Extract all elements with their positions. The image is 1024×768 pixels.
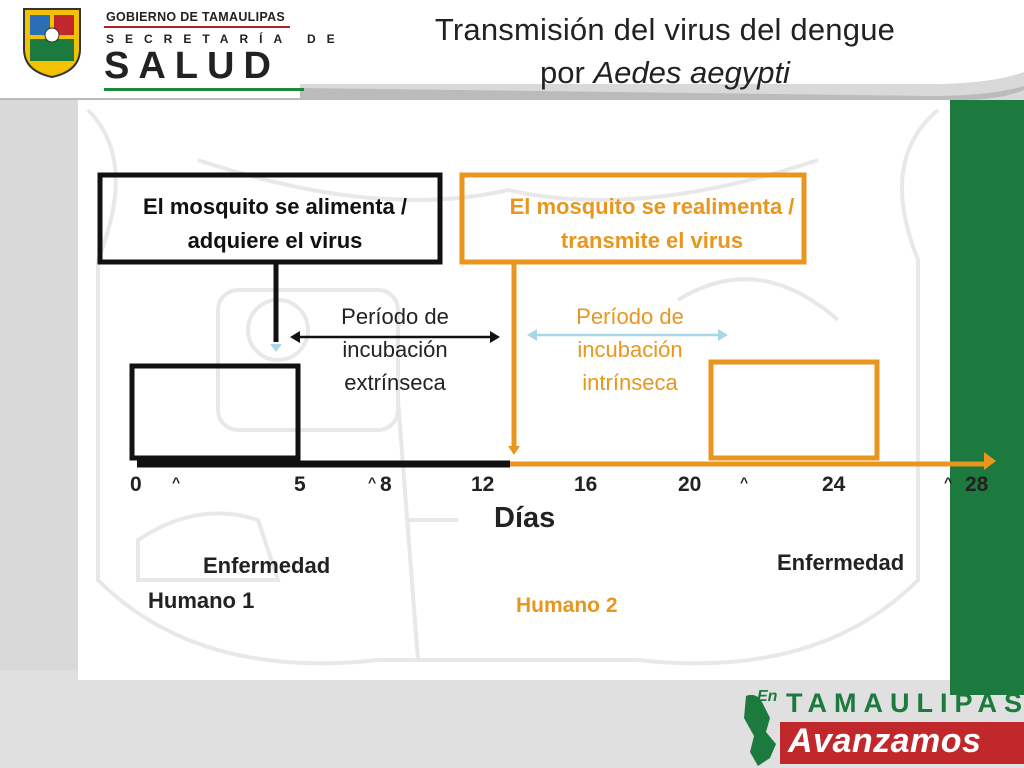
feed-box-1-line2: adquiere el virus: [187, 228, 363, 253]
brand-slogan-text: Avanzamos: [788, 722, 982, 760]
caret-up-icon: ^: [368, 474, 377, 490]
left-gray-panel: [0, 100, 78, 685]
extrinsic-line3: extrínseca: [344, 370, 446, 395]
tick-label: 12: [471, 473, 495, 496]
title-prefix: por: [540, 55, 594, 90]
connector-2-arrowhead: [508, 446, 520, 455]
brand-en-text: En: [757, 688, 778, 705]
tick-label: 5: [294, 473, 306, 496]
human2-disease-label: Enfermedad: [777, 550, 905, 575]
extrinsic-arrow-right-head: [490, 331, 500, 343]
feed-box-2-text: El mosquito se realimenta / transmite el…: [462, 190, 842, 258]
extrinsic-arrow-left-head: [290, 331, 300, 343]
feed-box-2-line2: transmite el virus: [560, 228, 744, 253]
connector-1-arrowhead: [270, 344, 282, 352]
human2-label: Humano 2: [516, 594, 618, 617]
feed-box-1-line1: El mosquito se alimenta /: [142, 194, 408, 219]
tick-label: 16: [574, 473, 598, 496]
timeline-arrowhead: [984, 452, 996, 470]
title-species: Aedes aegypti: [593, 55, 790, 90]
logo-secretaria-text: SECRETARÍA DE: [106, 32, 346, 46]
feed-box-1: [97, 172, 443, 265]
caret-up-icon: ^: [172, 474, 181, 490]
tamaulipas-map-icon: [744, 694, 776, 766]
intrinsic-line2: incubación: [577, 337, 683, 362]
logo-government-text: GOBIERNO DE TAMAULIPAS: [106, 10, 286, 24]
brand-slogan-background: [780, 722, 1024, 764]
title-line-2: por Aedes aegypti: [380, 55, 950, 91]
feed-box-1-text: El mosquito se alimenta / adquiere el vi…: [110, 190, 440, 258]
human1-disease-label: Enfermedad: [203, 553, 331, 578]
feed-box-2: [459, 172, 807, 265]
tick-label: 28: [965, 473, 989, 496]
brand-state-text: TAMAULIPAS: [786, 688, 1024, 718]
human1-disease-box: [129, 363, 301, 461]
feed-box-2-line1: El mosquito se realimenta /: [509, 194, 795, 219]
tamaulipas-crest-icon: [23, 8, 81, 79]
human1-label: Humano 1: [148, 588, 255, 613]
right-green-panel: [950, 95, 1024, 695]
axis-label: Días: [494, 502, 556, 534]
tick-label: 0: [130, 473, 142, 496]
tick-label: 20: [678, 473, 702, 496]
tick-label: 24: [822, 473, 846, 496]
caret-up-icon: ^: [740, 474, 749, 490]
intrinsic-line1: Período de: [576, 304, 684, 329]
tick-label: 8: [380, 473, 392, 496]
extrinsic-line1: Período de: [341, 304, 449, 329]
intrinsic-period-label: Período de incubación intrínseca: [540, 300, 720, 399]
extrinsic-period-label: Período de incubación extrínseca: [310, 300, 480, 399]
logo-salud-text: SALUD: [104, 45, 280, 87]
intrinsic-arrow-right-head: [718, 329, 728, 341]
logo-green-rule: [104, 88, 304, 91]
title-line-1: Transmisión del virus del dengue: [434, 12, 896, 47]
human2-disease-box: [708, 359, 880, 461]
extrinsic-line2: incubación: [342, 337, 448, 362]
header-swoosh: [0, 0, 1024, 100]
intrinsic-line3: intrínseca: [582, 370, 678, 395]
logo-red-rule: [104, 26, 290, 28]
coat-of-arms-watermark-icon: [86, 108, 940, 666]
intrinsic-arrow-left-head: [527, 329, 537, 341]
caret-up-icon: ^: [944, 474, 953, 490]
